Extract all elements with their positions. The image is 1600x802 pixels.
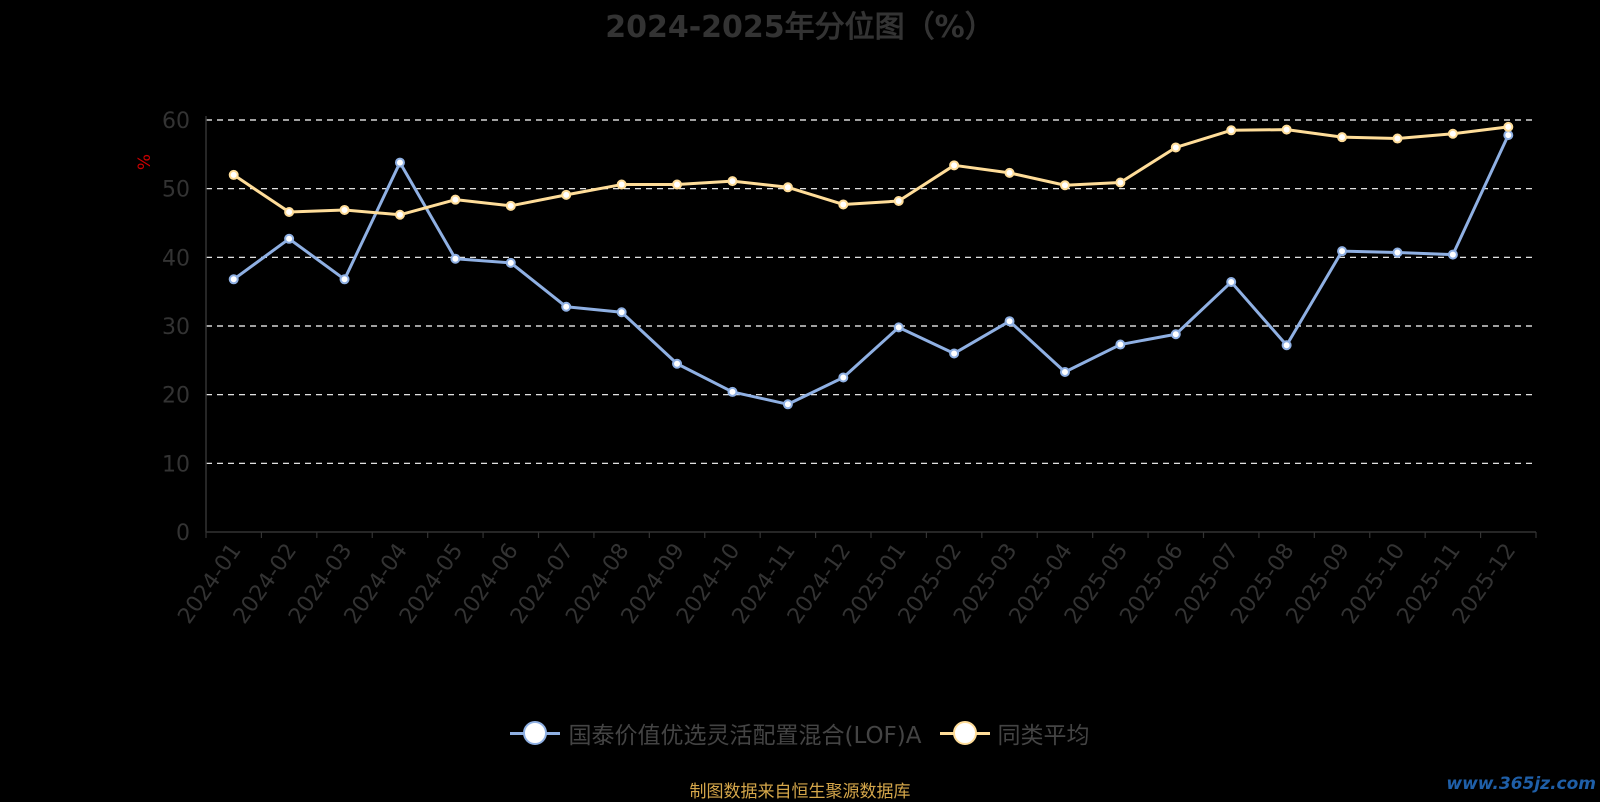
data-point-1 [561, 189, 572, 200]
data-point-1 [1226, 125, 1237, 136]
data-point-0 [838, 372, 849, 383]
data-point-0 [1503, 130, 1514, 141]
data-point-0 [1226, 277, 1237, 288]
y-tick-label: 50 [162, 178, 190, 203]
chart-title: 2024-2025年分位图（%） [605, 10, 995, 45]
data-point-1 [616, 179, 627, 190]
data-point-1 [394, 209, 405, 220]
data-point-1 [1059, 180, 1070, 191]
data-source-note: 制图数据来自恒生聚源数据库 [689, 782, 911, 802]
data-point-0 [1447, 249, 1458, 260]
data-point-0 [339, 274, 350, 285]
data-point-1 [228, 169, 239, 180]
data-point-0 [284, 233, 295, 244]
series-line-0 [232, 134, 1510, 406]
data-point-0 [727, 386, 738, 397]
data-point-0 [672, 358, 683, 369]
data-point-1 [1004, 167, 1015, 178]
data-point-1 [1115, 177, 1126, 188]
data-point-0 [1059, 367, 1070, 378]
data-point-0 [1281, 340, 1292, 351]
data-point-1 [450, 194, 461, 205]
y-axis-label: % [135, 154, 155, 170]
data-point-0 [505, 257, 516, 268]
data-point-0 [1170, 329, 1181, 340]
data-point-0 [394, 157, 405, 168]
watermark-logo: www.365jz.com [1446, 774, 1596, 794]
legend-item-fund[interactable]: 国泰价值优选灵活配置混合(LOF)A [510, 716, 922, 750]
y-tick-label: 40 [162, 246, 190, 271]
data-point-0 [893, 322, 904, 333]
y-tick-label: 60 [162, 109, 190, 134]
y-tick-label: 0 [176, 521, 190, 546]
data-point-1 [1337, 132, 1348, 143]
data-point-1 [838, 199, 849, 210]
legend-label-fund: 国泰价值优选灵活配置混合(LOF)A [568, 723, 922, 749]
y-tick-label: 10 [162, 452, 190, 477]
legend-marker-icon [939, 721, 990, 745]
data-point-1 [1170, 142, 1181, 153]
data-point-1 [727, 176, 738, 187]
data-point-1 [782, 182, 793, 193]
data-point-1 [893, 196, 904, 207]
legend-marker-icon [510, 721, 561, 745]
data-point-1 [949, 160, 960, 171]
data-point-1 [505, 200, 516, 211]
data-point-1 [1447, 128, 1458, 139]
data-point-1 [284, 207, 295, 218]
data-point-0 [1115, 339, 1126, 350]
data-point-0 [782, 399, 793, 410]
data-point-0 [616, 307, 627, 318]
data-point-1 [1503, 121, 1514, 132]
y-tick-label: 30 [162, 315, 190, 340]
data-point-0 [1337, 246, 1348, 257]
data-point-0 [450, 253, 461, 264]
series-line-1 [232, 125, 1509, 217]
data-point-1 [672, 179, 683, 190]
data-point-0 [1004, 316, 1015, 327]
legend-item-peer-average[interactable]: 同类平均 [939, 716, 1090, 750]
data-point-1 [1281, 124, 1292, 135]
y-tick-label: 20 [162, 384, 190, 409]
legend-label-peer-average: 同类平均 [997, 723, 1090, 749]
data-point-0 [228, 274, 239, 285]
data-point-0 [1392, 247, 1403, 258]
data-point-1 [339, 204, 350, 215]
data-point-1 [1392, 133, 1403, 144]
data-point-0 [561, 301, 572, 312]
data-point-0 [949, 348, 960, 359]
legend: 国泰价值优选灵活配置混合(LOF)A 同类平均 [0, 716, 1600, 750]
